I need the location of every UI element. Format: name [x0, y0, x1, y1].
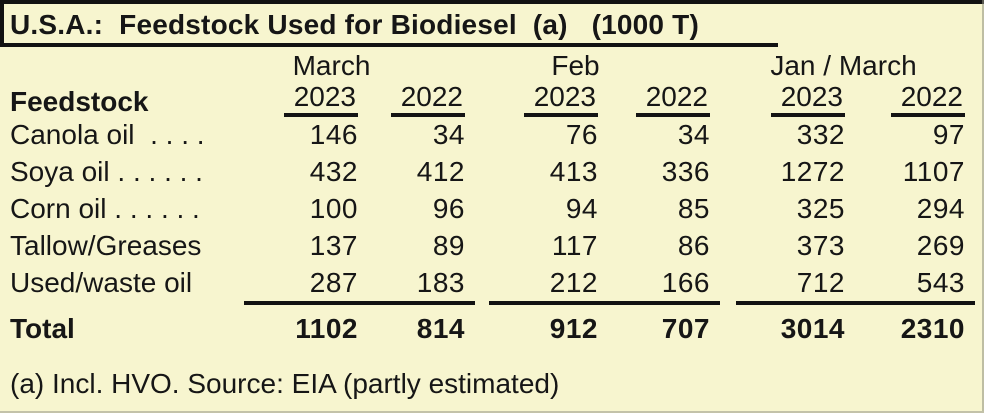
col-group-feb: Feb: [551, 50, 600, 81]
total-value-cell: 912: [549, 313, 598, 344]
value-cell: 413: [549, 156, 598, 187]
bottom-border: [0, 411, 984, 413]
separator-rule-jan-march: [736, 301, 975, 305]
value-cell: 76: [565, 119, 598, 150]
total-value-cell: 3014: [780, 313, 845, 344]
year-header: 2023: [710, 82, 845, 117]
value-cell: 1107: [902, 156, 965, 187]
row-label: Canola oil . . . .: [10, 119, 205, 150]
value-cell: 432: [309, 156, 358, 187]
feedstock-table: March Feb Jan / March Feedstock 2023 202…: [0, 50, 975, 347]
value-cell: 543: [916, 267, 965, 298]
value-cell: 94: [565, 193, 598, 224]
value-cell: 117: [551, 230, 598, 261]
value-cell: 137: [309, 230, 358, 261]
value-cell: 332: [796, 119, 845, 150]
value-cell: 166: [661, 267, 710, 298]
right-border: [982, 0, 984, 413]
value-cell: 34: [432, 119, 465, 150]
year-header: 2022: [598, 82, 710, 117]
value-cell: 325: [796, 193, 845, 224]
year-header: 2022: [358, 82, 465, 117]
value-cell: 212: [549, 267, 598, 298]
table-row-corn-oil: Corn oil . . . . . . 100 96 94 85 325 29…: [0, 190, 965, 227]
value-cell: 294: [916, 193, 965, 224]
value-cell: 183: [416, 267, 465, 298]
row-label: Corn oil . . . . . .: [10, 193, 200, 224]
total-label: Total: [10, 313, 75, 344]
top-border: [0, 0, 984, 4]
value-cell: 712: [796, 267, 845, 298]
total-value-cell: 1102: [295, 313, 358, 344]
table-row-total: Total 1102 814 912 707 3014 2310: [0, 310, 965, 347]
col-group-jan-march: Jan / March: [770, 50, 917, 81]
value-cell: 86: [677, 230, 710, 261]
year-header-row: Feedstock 2023 2022 2023 2022 2023 2022: [0, 82, 965, 117]
footnote: (a) Incl. HVO. Source: EIA (partly estim…: [10, 368, 560, 399]
value-cell: 269: [916, 230, 965, 261]
row-label: Soya oil . . . . . .: [10, 156, 203, 187]
value-cell: 85: [677, 193, 710, 224]
year-header: 2022: [845, 82, 965, 117]
table-row-tallow-greases: Tallow/Greases 137 89 117 86 373 269: [0, 227, 965, 264]
value-cell: 97: [932, 119, 965, 150]
table-row-used-waste-oil: Used/waste oil 287 183 212 166 712 543: [0, 264, 965, 301]
separator-rule-feb: [489, 301, 720, 305]
table-title: U.S.A.: Feedstock Used for Biodiesel (a)…: [10, 9, 699, 40]
separator-rule-march: [244, 301, 475, 305]
value-cell: 89: [432, 230, 465, 261]
row-label: Tallow/Greases: [10, 230, 202, 261]
title-underline: [0, 43, 778, 47]
value-cell: 1272: [780, 156, 845, 187]
column-group-header-row: March Feb Jan / March: [0, 50, 965, 82]
value-cell: 146: [309, 119, 358, 150]
year-header: 2023: [465, 82, 598, 117]
total-value-cell: 2310: [900, 313, 965, 344]
value-cell: 287: [309, 267, 358, 298]
value-cell: 373: [796, 230, 845, 261]
feedstock-column-header: Feedstock: [10, 86, 149, 117]
value-cell: 96: [432, 193, 465, 224]
left-border-notch: [0, 0, 4, 47]
year-header: 2023: [250, 82, 358, 117]
total-value-cell: 707: [661, 313, 710, 344]
table-row-canola-oil: Canola oil . . . . 146 34 76 34 332 97: [0, 116, 965, 153]
value-cell: 412: [416, 156, 465, 187]
table-row-soya-oil: Soya oil . . . . . . 432 412 413 336 127…: [0, 153, 965, 190]
value-cell: 34: [677, 119, 710, 150]
row-label: Used/waste oil: [10, 267, 193, 298]
value-cell: 336: [661, 156, 710, 187]
col-group-march: March: [292, 50, 371, 81]
total-value-cell: 814: [416, 313, 465, 344]
value-cell: 100: [309, 193, 358, 224]
total-separator-row: [0, 301, 975, 310]
